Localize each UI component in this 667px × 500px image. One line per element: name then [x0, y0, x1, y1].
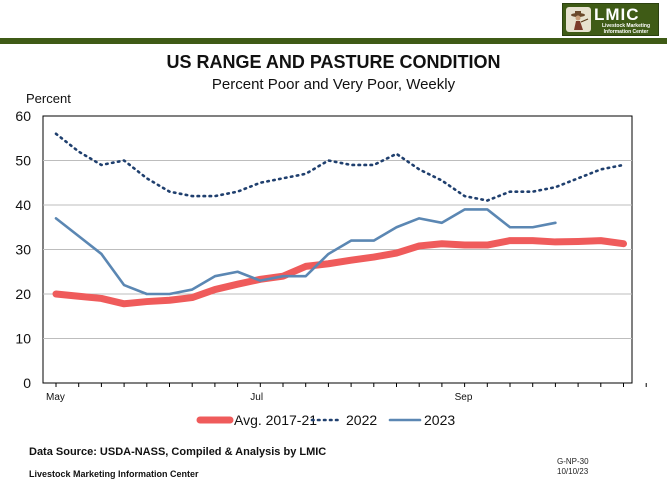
x-tick-label: Jul [250, 392, 263, 403]
header-band [0, 0, 667, 38]
logo-subtitle: Livestock Marketing Information Center [601, 23, 651, 35]
x-tick-label: Sep [455, 392, 473, 403]
cowboy-icon [566, 7, 591, 32]
y-tick-label: 30 [15, 242, 31, 258]
series-line-avg-2017-21 [52, 237, 627, 308]
legend-label: 2022 [346, 412, 377, 428]
chart-subtitle: Percent Poor and Very Poor, Weekly [211, 76, 456, 93]
y-axis-title: Percent [26, 91, 71, 106]
lmic-logo: LMIC Livestock Marketing Information Cen… [562, 3, 659, 36]
legend-label: Avg. 2017-21 [234, 412, 317, 428]
chart-id: G-NP-30 [557, 457, 589, 466]
header-divider [0, 38, 667, 44]
chart-code: G-NP-30 10/10/23 [557, 457, 589, 477]
logo-title: LMIC [594, 5, 640, 24]
y-tick-label: 40 [15, 197, 31, 213]
chart-date: 10/10/23 [557, 467, 589, 476]
y-tick-label: 0 [23, 375, 31, 391]
y-tick-label: 20 [15, 286, 31, 302]
data-source-note: Data Source: USDA-NASS, Compiled & Analy… [29, 446, 327, 458]
legend-label: 2023 [424, 412, 455, 428]
y-tick-label: 50 [15, 153, 31, 169]
chart-title: US RANGE AND PASTURE CONDITION [166, 52, 501, 72]
series-line-2023 [54, 208, 557, 296]
x-tick-label: May [46, 392, 65, 403]
y-tick-label: 60 [15, 108, 31, 124]
organization-name: Livestock Marketing Information Center [29, 469, 199, 479]
series-line-2022 [54, 132, 625, 202]
y-tick-label: 10 [15, 331, 31, 347]
